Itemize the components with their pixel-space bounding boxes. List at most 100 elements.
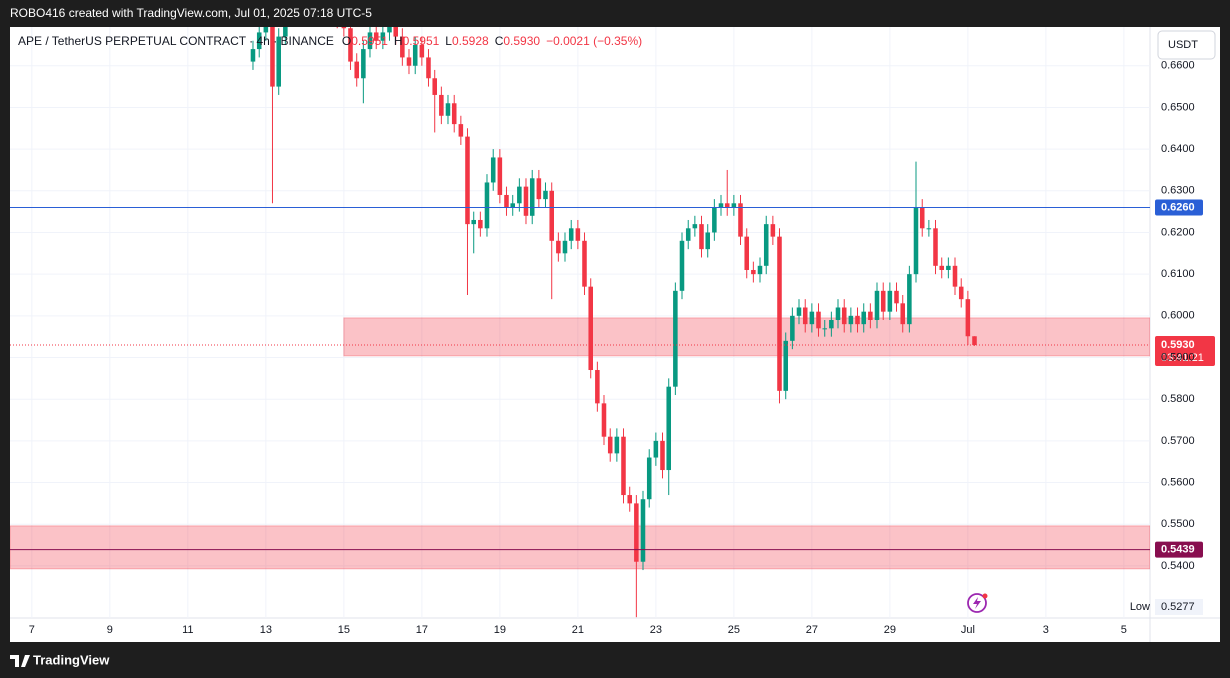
- candle-body: [783, 340, 789, 391]
- candle-body: [406, 57, 412, 66]
- candle-body: [926, 228, 932, 230]
- candle-body: [673, 290, 678, 387]
- y-tick-label: 0.6000: [1161, 310, 1195, 322]
- low-marker-label: 0.5277: [1161, 601, 1195, 613]
- x-tick-label: 27: [806, 624, 818, 636]
- y-tick-label: 0.5400: [1161, 560, 1195, 572]
- candle-body: [809, 311, 815, 325]
- candle-body: [354, 61, 359, 79]
- candle-body: [744, 236, 750, 270]
- candle-body: [484, 182, 490, 229]
- candle-body: [517, 186, 522, 204]
- candle-body: [607, 436, 613, 454]
- candle-body: [478, 219, 483, 229]
- candle-body: [341, 27, 347, 29]
- candle-body: [283, 27, 288, 37]
- candle-body: [660, 440, 665, 471]
- candles: [250, 27, 977, 618]
- candle-body: [653, 440, 659, 458]
- x-tick-label: 7: [29, 624, 35, 636]
- x-tick-label: 23: [650, 624, 662, 636]
- x-tick-label: 19: [494, 624, 506, 636]
- candle-body: [393, 27, 398, 37]
- low-marker-name: Low: [1130, 601, 1150, 613]
- legend-value: 0.5930: [503, 34, 540, 48]
- candle-body: [400, 36, 405, 58]
- x-tick-label: Jul: [961, 624, 975, 636]
- x-tick-label: 9: [107, 624, 113, 636]
- candle-body: [380, 32, 386, 41]
- x-tick-label: 29: [884, 624, 896, 636]
- zones: [10, 317, 1150, 570]
- candle-body: [646, 457, 652, 500]
- currency-label: USDT: [1168, 39, 1198, 51]
- candle-body: [933, 228, 938, 266]
- legend-value: 0.5928: [452, 34, 489, 48]
- zone: [10, 525, 1150, 570]
- legend-key: H: [394, 34, 403, 48]
- y-tick-label: 0.6100: [1161, 268, 1195, 280]
- candle-body: [880, 290, 886, 312]
- candle-body: [718, 203, 724, 208]
- candle-body: [621, 436, 626, 496]
- last-price-label: 0.5930: [1161, 339, 1195, 351]
- candle-body: [855, 315, 860, 325]
- candle-body: [465, 136, 470, 225]
- candle-body: [777, 236, 782, 391]
- candle-body: [426, 57, 431, 79]
- candle-body: [841, 307, 847, 325]
- candle-body: [692, 224, 698, 229]
- candle-body: [556, 240, 561, 254]
- candle-body: [913, 207, 919, 275]
- candle-body: [699, 224, 704, 250]
- legend-value: 0.5951: [403, 34, 440, 48]
- candle-body: [666, 386, 672, 471]
- y-tick-label: 0.6300: [1161, 185, 1195, 197]
- candle-body: [562, 240, 568, 254]
- x-tick-label: 25: [728, 624, 740, 636]
- countdown-label: 03:41:21: [1161, 352, 1204, 364]
- candle-body: [250, 49, 256, 62]
- candle-body: [835, 307, 841, 320]
- candle-body: [861, 311, 867, 325]
- candle-body: [816, 311, 821, 329]
- candle-body: [549, 190, 554, 241]
- candle-body: [790, 315, 795, 341]
- candle-body: [848, 315, 854, 325]
- candle-body: [412, 44, 418, 66]
- candle-body: [445, 103, 451, 116]
- y-tick-label: 0.5900: [1161, 351, 1195, 363]
- candle-body: [822, 328, 828, 330]
- legend-key: C: [495, 34, 504, 48]
- candle-body: [751, 269, 756, 275]
- candle-body: [373, 32, 379, 41]
- candle-body: [543, 190, 548, 200]
- candle-body: [887, 290, 893, 312]
- currency-button[interactable]: [1157, 30, 1216, 60]
- candle-body: [685, 228, 691, 241]
- candle-body: [536, 178, 542, 200]
- alert-icon[interactable]: [967, 593, 988, 613]
- candle-body: [627, 495, 633, 504]
- y-tick-label: 0.6200: [1161, 226, 1195, 238]
- x-tick-label: 21: [572, 624, 584, 636]
- candle-body: [796, 307, 802, 316]
- candle-body: [946, 265, 951, 270]
- y-tick-label: 0.5800: [1161, 393, 1195, 405]
- x-tick-label: 13: [260, 624, 272, 636]
- last-price-box: [1155, 336, 1215, 367]
- y-tick-label: 0.5500: [1161, 518, 1195, 530]
- candle-body: [432, 78, 437, 95]
- candle-body: [770, 224, 776, 237]
- candle-body: [679, 240, 685, 291]
- candle-body: [894, 290, 899, 304]
- candle-body: [504, 194, 509, 208]
- y-tick-label: 0.6400: [1161, 143, 1195, 155]
- candle-body: [763, 224, 769, 266]
- chart-title: APE / TetherUS PERPETUAL CONTRACT · 4h ·…: [18, 34, 334, 48]
- chart-area: [10, 27, 1220, 642]
- candle-body: [256, 32, 262, 50]
- candle-body: [419, 44, 425, 58]
- legend: APE / TetherUS PERPETUAL CONTRACT · 4h ·…: [18, 34, 642, 48]
